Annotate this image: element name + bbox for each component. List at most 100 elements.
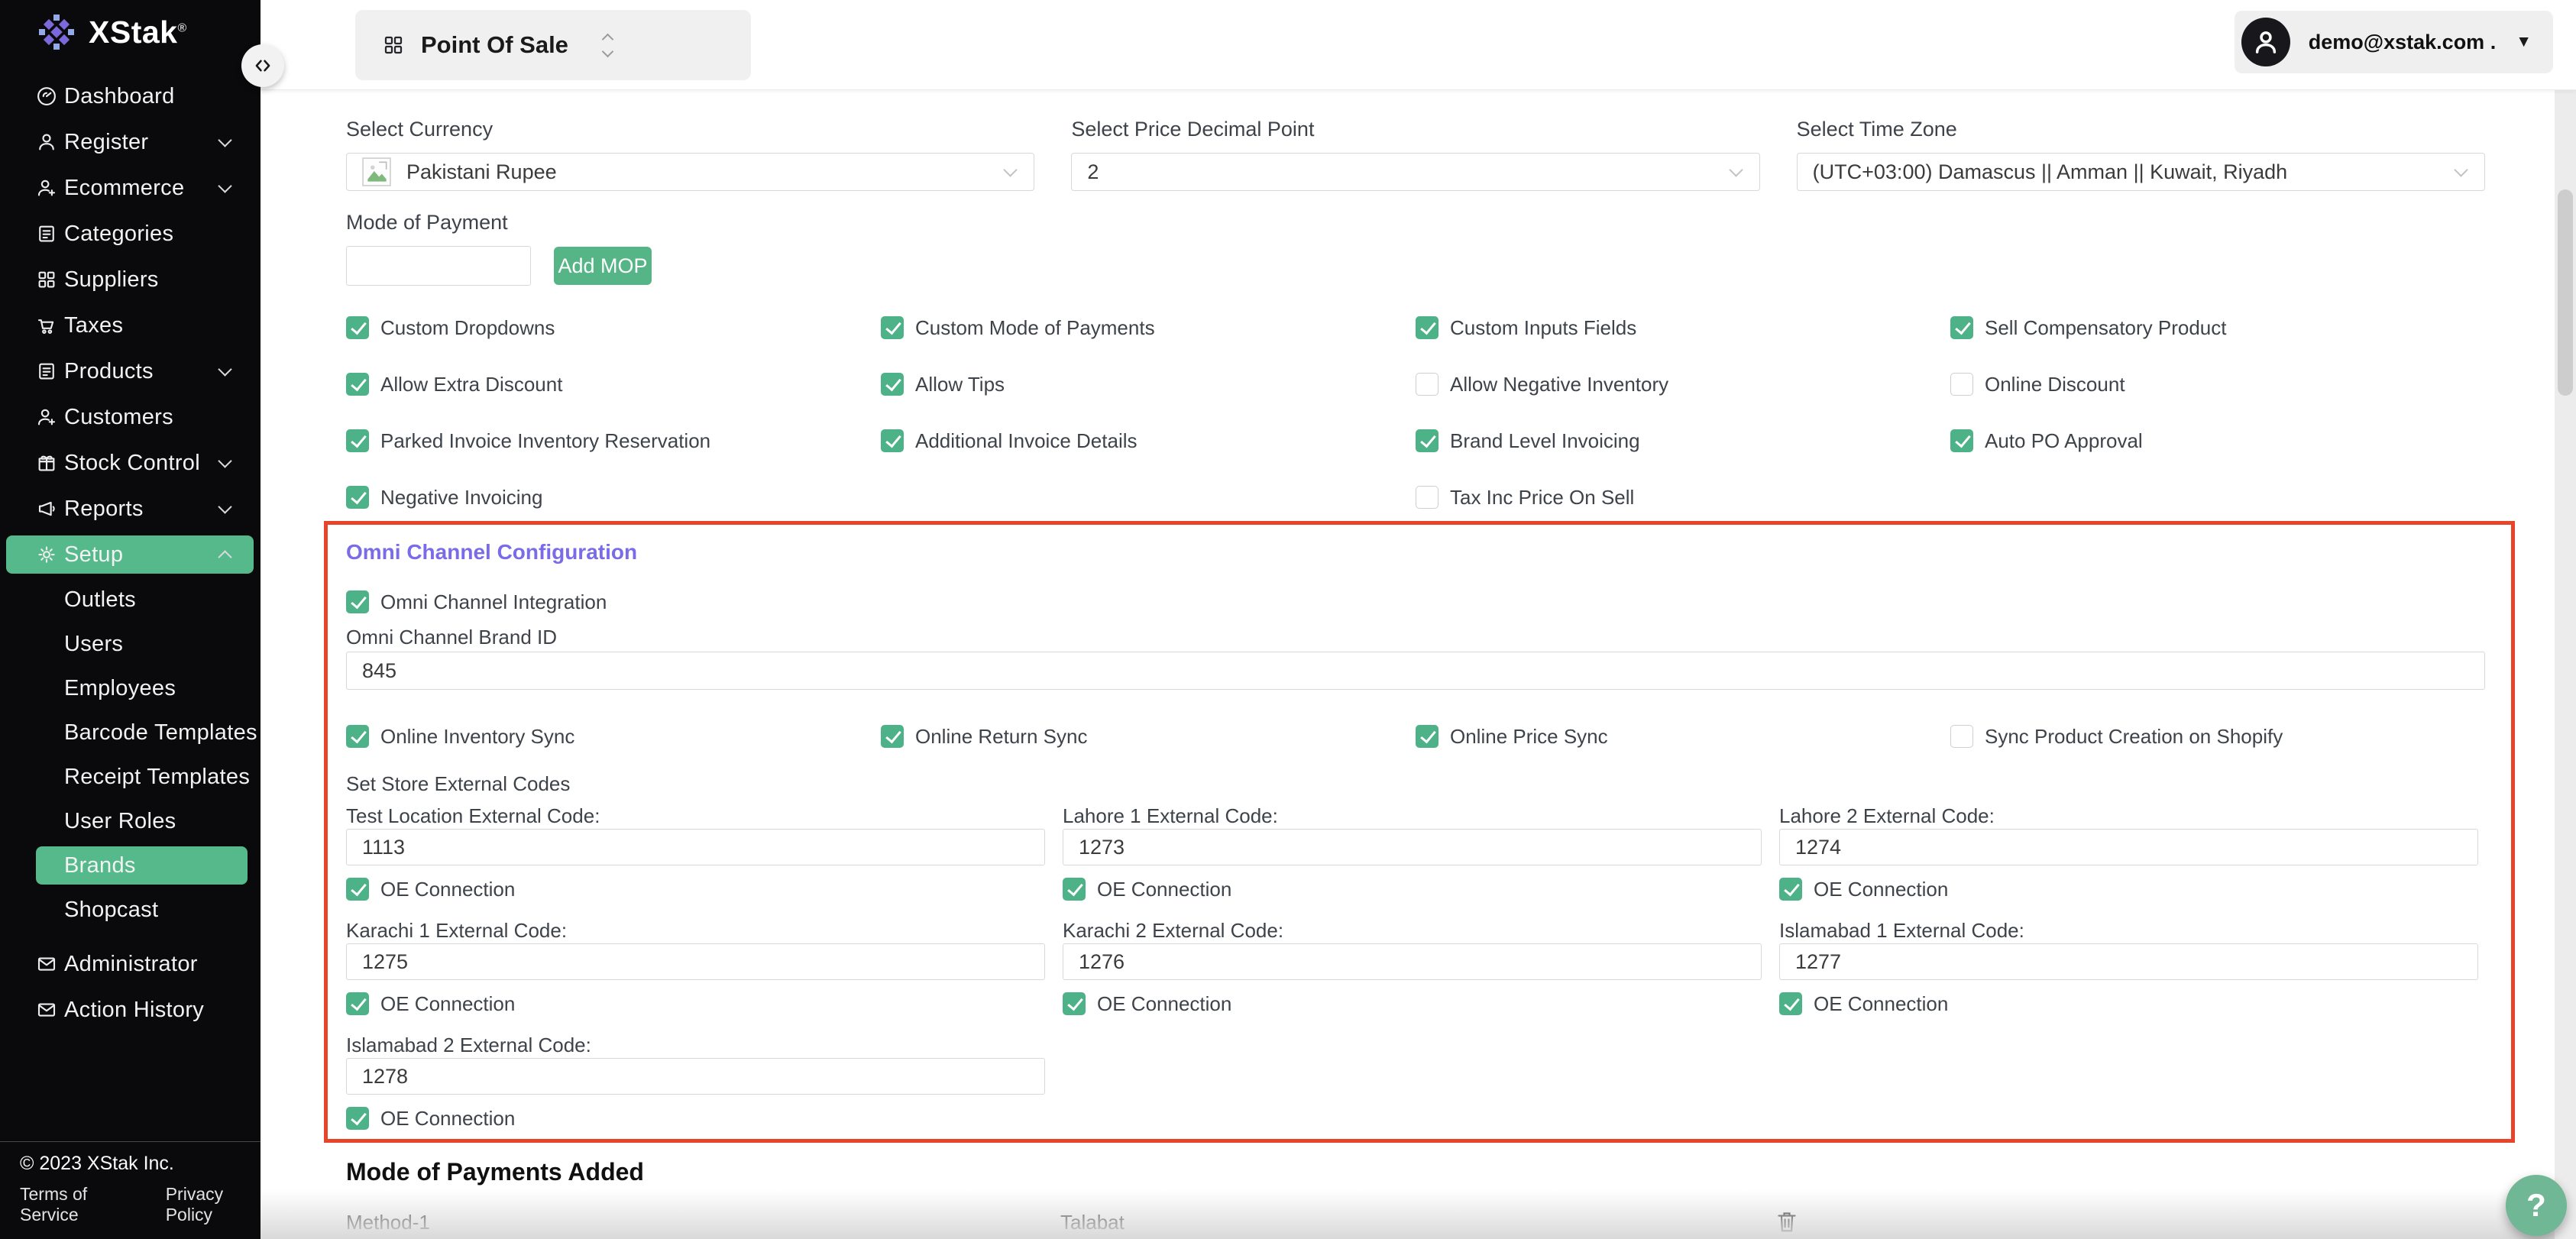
setting-checkbox-item[interactable]: Online Discount: [1950, 373, 2485, 396]
sidebar-item[interactable]: Suppliers: [0, 257, 261, 302]
sidebar-item[interactable]: Action History: [0, 987, 261, 1033]
setting-checkbox-item[interactable]: Custom Inputs Fields: [1416, 316, 1950, 339]
checkbox[interactable]: [1416, 486, 1438, 509]
checkbox[interactable]: [346, 590, 369, 613]
checkbox[interactable]: [1950, 316, 1973, 339]
checkbox[interactable]: [1416, 316, 1438, 339]
product-selector[interactable]: Point Of Sale: [355, 10, 751, 80]
oe-connection-checkbox-item[interactable]: OE Connection: [1779, 878, 2485, 901]
sidebar-subitem[interactable]: Employees: [0, 666, 261, 710]
sidebar-subitem[interactable]: Barcode Templates: [0, 710, 261, 755]
checkbox[interactable]: [881, 316, 904, 339]
setting-checkbox-item[interactable]: Custom Mode of Payments: [881, 316, 1416, 339]
checkbox[interactable]: [1063, 878, 1086, 901]
checkbox[interactable]: [346, 429, 369, 452]
mop-input[interactable]: [346, 246, 531, 286]
store-code-input[interactable]: [1779, 829, 2478, 865]
checkbox[interactable]: [881, 725, 904, 748]
sidebar-item[interactable]: Categories: [0, 211, 261, 257]
setting-checkbox-item[interactable]: Allow Extra Discount: [346, 373, 881, 396]
checkbox[interactable]: [1779, 992, 1802, 1015]
setting-checkbox-item[interactable]: Parked Invoice Inventory Reservation: [346, 429, 881, 452]
setting-checkbox-item[interactable]: Allow Negative Inventory: [1416, 373, 1950, 396]
sidebar-item[interactable]: Customers: [0, 394, 261, 440]
sidebar-subitem[interactable]: Outlets: [0, 577, 261, 622]
checkbox[interactable]: [346, 725, 369, 748]
brand-id-input[interactable]: [346, 652, 2485, 690]
sidebar-collapse-button[interactable]: [241, 44, 284, 87]
checkbox[interactable]: [346, 316, 369, 339]
checkbox[interactable]: [881, 373, 904, 396]
store-codes-grid: Test Location External Code: OE Connecti…: [346, 806, 2485, 1130]
checkbox[interactable]: [346, 373, 369, 396]
checkbox[interactable]: [1063, 992, 1086, 1015]
logo[interactable]: XStak®: [0, 0, 261, 53]
setting-checkbox-item[interactable]: Negative Invoicing: [346, 486, 881, 509]
checkbox[interactable]: [1950, 725, 1973, 748]
store-code-input[interactable]: [1063, 943, 1762, 980]
envelope-icon: [35, 998, 58, 1021]
sidebar-item[interactable]: Reports: [0, 486, 261, 532]
store-code-input[interactable]: [1779, 943, 2478, 980]
sidebar-subitem[interactable]: Users: [0, 622, 261, 666]
checkbox[interactable]: [1416, 429, 1438, 452]
terms-link[interactable]: Terms of Service: [20, 1184, 88, 1224]
sidebar-subitem-label: Outlets: [64, 587, 136, 612]
setting-checkbox-item[interactable]: Tax Inc Price On Sell: [1416, 486, 1950, 509]
oe-connection-checkbox-item[interactable]: OE Connection: [346, 1107, 1052, 1130]
setting-checkbox-item[interactable]: Custom Dropdowns: [346, 316, 881, 339]
checkbox[interactable]: [881, 429, 904, 452]
decimal-select[interactable]: 2: [1071, 153, 1760, 191]
checkbox[interactable]: [1950, 373, 1973, 396]
currency-select[interactable]: Pakistani Rupee: [346, 153, 1035, 191]
sidebar-subitem[interactable]: Brands: [0, 843, 261, 888]
oe-connection-checkbox-item[interactable]: OE Connection: [1063, 992, 1769, 1015]
help-button[interactable]: ?: [2506, 1175, 2567, 1236]
setting-checkbox-item[interactable]: Sell Compensatory Product: [1950, 316, 2485, 339]
sidebar-item[interactable]: Products: [0, 348, 261, 394]
oe-connection-checkbox-item[interactable]: OE Connection: [1063, 878, 1769, 901]
sidebar-item[interactable]: Administrator: [0, 941, 261, 987]
sidebar-item[interactable]: Ecommerce: [0, 165, 261, 211]
privacy-link[interactable]: Privacy Policy: [165, 1184, 224, 1224]
setting-checkbox-item[interactable]: Allow Tips: [881, 373, 1416, 396]
checkbox[interactable]: [346, 1107, 369, 1130]
sidebar-item[interactable]: Setup: [0, 532, 261, 577]
sync-checkbox-item[interactable]: Online Inventory Sync: [346, 725, 881, 748]
sidebar-subitem[interactable]: User Roles: [0, 799, 261, 843]
setting-checkbox-item[interactable]: Additional Invoice Details: [881, 429, 1416, 452]
checkbox[interactable]: [346, 992, 369, 1015]
sidebar-subitem[interactable]: Shopcast: [0, 888, 261, 932]
sidebar-item[interactable]: Taxes: [0, 302, 261, 348]
sync-checkbox-item[interactable]: Online Return Sync: [881, 725, 1416, 748]
sync-checkbox-item[interactable]: Online Price Sync: [1416, 725, 1950, 748]
oe-connection-checkbox-item[interactable]: OE Connection: [346, 878, 1052, 901]
delete-payment-button[interactable]: [1774, 1208, 1800, 1237]
checkbox[interactable]: [1779, 878, 1802, 901]
store-code-input[interactable]: [346, 829, 1045, 865]
scrollbar-thumb[interactable]: [2558, 189, 2573, 396]
checkbox[interactable]: [1416, 373, 1438, 396]
timezone-select[interactable]: (UTC+03:00) Damascus || Amman || Kuwait,…: [1796, 153, 2485, 191]
checkbox[interactable]: [1416, 725, 1438, 748]
store-code-input[interactable]: [1063, 829, 1762, 865]
store-code-input[interactable]: [346, 943, 1045, 980]
user-menu[interactable]: demo@xstak.com . ▼: [2234, 11, 2553, 73]
checkbox-label: Omni Channel Integration: [380, 590, 607, 613]
sync-checkbox-item[interactable]: Sync Product Creation on Shopify: [1950, 725, 2485, 748]
store-code-input[interactable]: [346, 1058, 1045, 1095]
sidebar-item[interactable]: Register: [0, 119, 261, 165]
store-code-item: Karachi 2 External Code: OE Connection: [1063, 920, 1769, 1015]
checkbox[interactable]: [346, 486, 369, 509]
omni-integration-checkbox-item[interactable]: Omni Channel Integration: [346, 590, 2485, 613]
sidebar-item[interactable]: Stock Control: [0, 440, 261, 486]
oe-connection-checkbox-item[interactable]: OE Connection: [1779, 992, 2485, 1015]
setting-checkbox-item[interactable]: Brand Level Invoicing: [1416, 429, 1950, 452]
checkbox[interactable]: [346, 878, 369, 901]
sidebar-item[interactable]: Dashboard: [0, 73, 261, 119]
checkbox[interactable]: [1950, 429, 1973, 452]
setting-checkbox-item[interactable]: Auto PO Approval: [1950, 429, 2485, 452]
add-mop-button[interactable]: Add MOP: [554, 247, 652, 285]
oe-connection-checkbox-item[interactable]: OE Connection: [346, 992, 1052, 1015]
sidebar-subitem[interactable]: Receipt Templates: [0, 755, 261, 799]
